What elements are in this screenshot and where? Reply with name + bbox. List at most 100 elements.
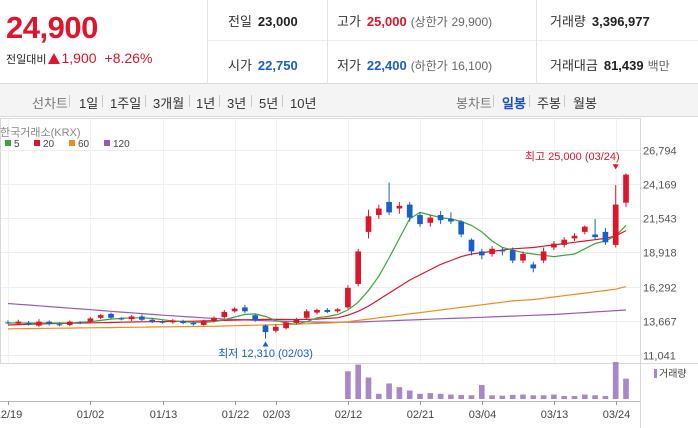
candle-body: [571, 235, 578, 239]
x-tick-label: 01/22: [222, 409, 250, 421]
quote-col-divider: [536, 0, 537, 84]
candle-body: [324, 309, 331, 312]
x-tick-label: 03/04: [469, 409, 497, 421]
candle-body: [252, 315, 259, 321]
volume-bar: [499, 395, 506, 399]
tab-1d[interactable]: 1일: [79, 96, 99, 111]
y-tick-label: 16,292: [643, 283, 677, 295]
tab-1w[interactable]: 1주일: [110, 96, 142, 111]
volume-bar: [592, 395, 598, 399]
volume-bar: [509, 394, 516, 399]
line-chart-label: 선차트: [32, 96, 68, 111]
chart-tabs: 선차트 1일 1주일 3개월 1년 3년 5년 10년 봉차트 일봉 주봉 월봉: [0, 84, 698, 117]
quote-col-divider: [327, 0, 328, 84]
candle-body: [417, 214, 423, 225]
tab-3m[interactable]: 3개월: [153, 96, 185, 111]
candle-body: [87, 318, 94, 322]
x-tick-label: 02/03: [263, 409, 291, 421]
candle-body: [77, 322, 83, 324]
x-tick-label: 02/12: [335, 409, 363, 421]
candle-body: [386, 201, 392, 213]
candle-body: [581, 226, 588, 232]
tab-daily[interactable]: 일봉: [502, 96, 526, 111]
candle-body: [272, 326, 279, 331]
tab-divider: [145, 95, 146, 107]
tab-divider: [251, 95, 252, 107]
low-arrow-icon: [262, 341, 269, 347]
price-block: 24,900 전일대비 1,900 +8.26%: [0, 0, 208, 84]
candle-body: [97, 315, 104, 318]
legend-label: 60: [78, 139, 90, 150]
tab-divider: [189, 95, 190, 107]
tab-divider: [493, 95, 494, 107]
volume-bar: [551, 394, 557, 399]
candle-body: [139, 316, 145, 320]
volume-bar: [417, 393, 423, 399]
candle-body: [489, 248, 495, 255]
volume-legend-label: 거래량: [659, 368, 687, 380]
volume-bar: [406, 390, 413, 399]
volume-bar: [396, 387, 403, 399]
tab-monthly[interactable]: 월봉: [573, 96, 597, 111]
volume-bar: [458, 394, 465, 399]
y-tick-label: 24,169: [643, 180, 677, 192]
volume-bar: [540, 395, 547, 399]
candle-body: [530, 264, 537, 269]
candle-body: [56, 324, 63, 326]
tab-5y[interactable]: 5년: [259, 96, 279, 111]
candle-body: [149, 319, 156, 322]
x-tick-label: 12/19: [0, 409, 22, 421]
candle-body: [221, 311, 228, 318]
legend-swatch: [5, 140, 11, 146]
tab-weekly[interactable]: 주봉: [537, 96, 561, 111]
candle-body: [561, 239, 568, 245]
candle-body: [293, 319, 300, 324]
change-percent: +8.26%: [104, 50, 153, 66]
tab-divider: [564, 95, 565, 107]
candle-body: [262, 325, 269, 333]
volume-bar: [530, 395, 537, 399]
high-annotation: 최고 25,000 (03/24): [525, 150, 620, 163]
tab-10y[interactable]: 10년: [290, 96, 317, 111]
volume-bar: [386, 383, 392, 399]
volume-bar: [489, 395, 495, 399]
candle-body: [355, 251, 362, 284]
candle-body: [180, 321, 186, 324]
candle-body: [36, 321, 42, 326]
candle-body: [15, 321, 22, 324]
x-tick-label: 01/02: [77, 409, 105, 421]
up-arrow-icon: [48, 53, 61, 64]
tab-divider: [219, 95, 220, 107]
prev-close: 전일 23,000: [228, 14, 298, 29]
candle-body: [365, 216, 372, 232]
volume-bar: [448, 394, 454, 399]
candle-body: [612, 204, 619, 245]
candle-body: [623, 174, 629, 203]
tab-divider: [69, 95, 70, 107]
volume-bar: [437, 393, 444, 399]
tab-3y[interactable]: 3년: [227, 96, 247, 111]
candle-body: [396, 205, 403, 209]
candle-body: [231, 308, 238, 312]
candle-body: [592, 234, 598, 238]
legend-label: 120: [113, 139, 130, 150]
candle-body: [46, 321, 53, 324]
candle-body: [211, 317, 217, 322]
legend-swatch: [104, 140, 110, 146]
candle-body: [437, 214, 444, 221]
candle-body: [200, 321, 207, 325]
tab-divider: [282, 95, 283, 107]
quote-row-divider: [208, 40, 698, 41]
volume-bar: [427, 393, 434, 399]
candle-body: [190, 323, 197, 325]
candle-chart-label: 봉차트: [456, 96, 492, 111]
legend-swatch: [34, 140, 40, 146]
tab-1y[interactable]: 1년: [196, 96, 216, 111]
day-open: 시가 22,750: [228, 58, 298, 73]
volume-bar: [561, 396, 568, 399]
candle-body: [334, 309, 341, 312]
candle-body: [25, 323, 32, 325]
candle-body: [242, 307, 248, 312]
y-tick-label: 21,543: [643, 214, 677, 226]
volume-bar: [612, 362, 619, 399]
